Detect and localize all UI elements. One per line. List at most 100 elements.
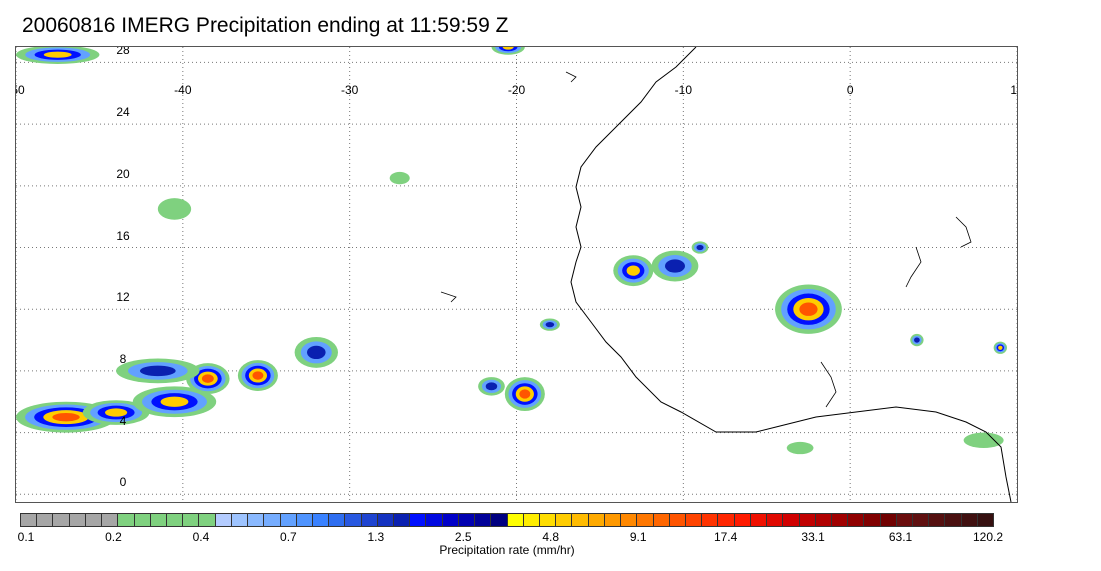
precip-cell [157,198,192,220]
colorbar-tick-label: 0.4 [192,530,210,544]
colorbar-swatch [685,514,703,526]
colorbar-swatch [929,514,946,526]
colorbar-swatch [637,514,654,526]
colorbar-swatch [848,514,865,526]
colorbar-tick-label: 17.4 [713,530,738,544]
precip-cell [252,371,264,380]
colorbar-swatch [896,514,914,526]
precip-cell [914,337,920,343]
precip-cell [502,47,514,50]
colorbar-swatch [312,514,330,526]
colorbar-swatch [750,514,768,526]
latitude-label: 20 [116,166,130,181]
colorbar-swatch [604,514,622,526]
colorbar-swatch [653,514,670,526]
colorbar-tick-label: 63.1 [888,530,913,544]
latitude-label: 4 [119,413,127,428]
longitude-label: -50 [16,83,25,97]
colorbar-swatch [248,514,265,526]
colorbar-tick-label: 9.1 [629,530,647,544]
precip-cell [485,382,498,391]
colorbar-swatch [864,514,881,526]
colorbar-swatch [85,514,103,526]
colorbar-swatch [540,514,557,526]
colorbar-swatch [880,514,897,526]
colorbar-swatch [329,514,346,526]
colorbar-swatch [767,514,784,526]
colorbar-swatch [718,514,735,526]
colorbar-swatch [345,514,362,526]
colorbar-swatch [102,514,119,526]
longitude-label: -10 [674,83,692,97]
colorbar-swatch [783,514,800,526]
longitude-label: -30 [340,83,359,97]
colorbar-swatch [134,514,151,526]
colorbar-swatch [588,514,605,526]
colorbar-tick-label: 120.2 [972,530,1004,544]
colorbar-tick-label: 33.1 [801,530,825,544]
latitude-label: 28 [116,46,130,58]
precip-cell [786,441,814,455]
colorbar-swatch [296,514,313,526]
precip-cell [52,412,80,422]
colorbar-swatch [377,514,395,526]
precip-cell [799,302,818,316]
colorbar-swatch [150,514,167,526]
colorbar-swatch [53,514,70,526]
colorbar-tick-label: 2.5 [454,530,472,544]
precip-cell [389,171,410,185]
precip-cell [104,408,128,417]
precip-cell [696,244,704,251]
map-panel: -50 -40 -30 -20 -10 0 10 28 24 20 16 12 8 4 0 [15,46,1018,503]
latitude-label: 16 [116,228,130,243]
colorbar-tick-label: 1.3 [367,530,385,544]
colorbar-label: Precipitation rate (mm/hr) [439,543,575,557]
longitude-label: 10 [1010,83,1018,97]
latitude-label: 12 [116,290,130,305]
colorbar-swatch [961,514,978,526]
latitude-label: 8 [119,351,127,366]
precip-cell [160,396,189,407]
colorbar [20,513,994,527]
precipitation-map [16,47,1017,502]
colorbar-swatch [264,514,281,526]
precipitation-layer [16,47,1007,455]
colorbar-swatch [621,514,638,526]
precip-cell [963,432,1004,449]
longitude-label: -20 [507,83,526,97]
colorbar-swatch [215,514,232,526]
colorbar-swatch [556,514,573,526]
colorbar-swatch [166,514,184,526]
colorbar-swatch [37,514,54,526]
colorbar-swatch [815,514,832,526]
precip-cell [545,321,555,328]
precip-cell [664,259,686,273]
colorbar-swatch [945,514,962,526]
colorbar-tick-label: 4.8 [542,530,560,544]
colorbar-swatch [199,514,216,526]
colorbar-swatch [572,514,589,526]
coastline [570,47,1012,502]
precip-cell [139,365,176,377]
colorbar-swatch [231,514,249,526]
colorbar-swatch [21,514,38,526]
colorbar-swatch [442,514,459,526]
latitude-label: 24 [116,105,130,120]
longitude-label: 0 [846,83,854,97]
colorbar-swatch [734,514,751,526]
colorbar-tick-label: 0.1 [17,530,35,544]
colorbar-swatch [831,514,849,526]
graticule [16,47,1017,502]
precip-cell [998,345,1003,350]
colorbar-swatch [669,514,686,526]
colorbar-swatch [361,514,378,526]
map-title: 20060816 IMERG Precipitation ending at 1… [22,14,509,37]
colorbar-swatch [458,514,476,526]
colorbar-swatch [69,514,86,526]
colorbar-tick-label: 0.7 [280,530,297,544]
colorbar-swatch [183,514,200,526]
longitude-label: -40 [174,83,192,97]
precip-cell [307,345,326,359]
colorbar-swatch [799,514,816,526]
precip-cell [201,374,214,383]
